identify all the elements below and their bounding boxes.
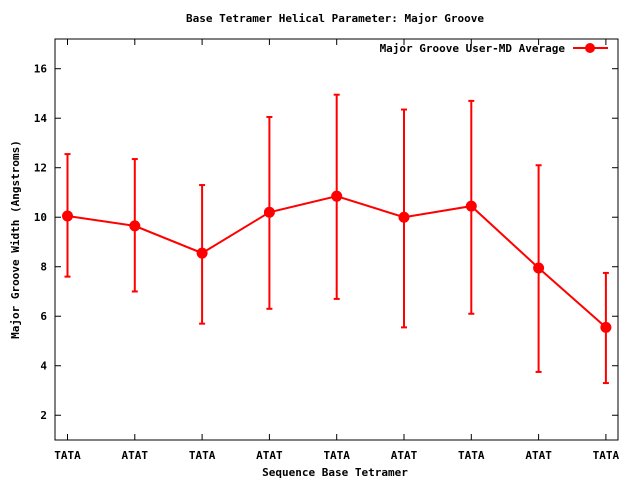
- y-tick-label: 16: [34, 63, 48, 76]
- data-point: [62, 210, 73, 222]
- y-tick-label: 12: [34, 162, 47, 175]
- data-point: [600, 321, 612, 333]
- y-tick-label: 6: [40, 310, 47, 323]
- x-tick-label: TATA: [593, 449, 620, 462]
- legend: Major Groove User-MD Average: [380, 42, 608, 55]
- data-point: [263, 206, 275, 218]
- data-point: [398, 211, 410, 223]
- data-point: [196, 247, 208, 259]
- series-group: [62, 93, 612, 385]
- x-tick-label: TATA: [458, 449, 485, 462]
- data-point: [533, 262, 545, 274]
- x-tick-label: TATA: [54, 449, 81, 462]
- legend-marker: [585, 43, 595, 53]
- x-axis-label: Sequence Base Tetramer: [262, 466, 408, 479]
- x-tick-label: TATA: [189, 449, 216, 462]
- x-tick-label: ATAT: [122, 449, 149, 462]
- legend-label: Major Groove User-MD Average: [380, 42, 566, 55]
- y-axis-label: Major Groove Width (Angstroms): [9, 140, 22, 339]
- y-tick-label: 14: [34, 112, 48, 125]
- y-tick-label: 10: [34, 211, 47, 224]
- x-tick-label: TATA: [323, 449, 350, 462]
- y-tick-label: 2: [40, 409, 47, 422]
- y-axis: 2 4 6 8 10 12 14 16: [34, 63, 618, 422]
- x-tick-label: ATAT: [525, 449, 552, 462]
- data-point: [129, 220, 141, 232]
- data-point: [465, 200, 477, 212]
- x-axis: TATA ATAT TATA ATAT TATA ATAT TATA ATAT TATA: [54, 39, 620, 462]
- y-tick-label: 4: [40, 360, 47, 373]
- data-point: [331, 190, 343, 202]
- y-tick-label: 8: [40, 261, 47, 274]
- chart-title: Base Tetramer Helical Parameter: Major G…: [186, 12, 484, 25]
- x-tick-label: ATAT: [256, 449, 283, 462]
- x-tick-label: ATAT: [391, 449, 418, 462]
